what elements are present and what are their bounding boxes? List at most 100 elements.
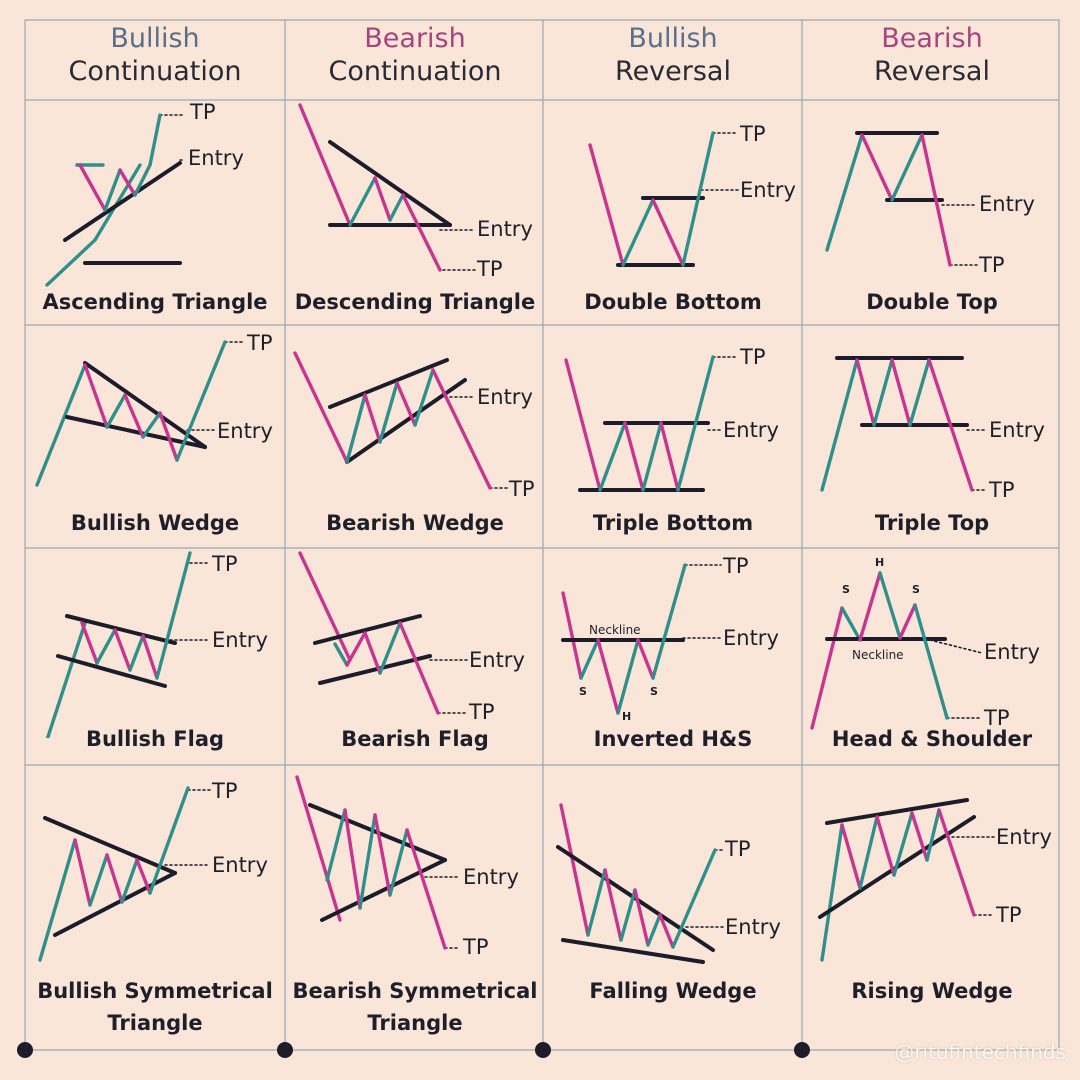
price-leg [113, 628, 132, 672]
trendline [56, 654, 167, 688]
pattern-card: TP Entry Bullish Flag [25, 548, 285, 765]
price-leg [373, 176, 392, 222]
price-leg [298, 551, 352, 662]
entry-label: Entry [996, 825, 1052, 849]
price-leg [141, 411, 162, 439]
price-leg [45, 621, 87, 738]
entry-label: Entry [212, 628, 268, 652]
price-leg [858, 571, 882, 642]
price-leg [561, 591, 583, 680]
column-header-type: Bearish [364, 23, 466, 54]
pattern-card: TP Entry Falling Wedge [543, 765, 803, 1050]
pattern-diagram [293, 351, 508, 490]
pattern-card: TP Entry Triple Bottom [543, 325, 803, 548]
price-leg [658, 913, 675, 949]
tp-label: TP [212, 552, 238, 576]
pattern-diagram [35, 340, 246, 487]
pattern-diagram [561, 563, 722, 715]
column-header: Bullish Reversal [543, 22, 803, 98]
column-header-category: Continuation [68, 56, 242, 87]
trendline [561, 938, 705, 964]
price-leg [123, 393, 145, 439]
pattern-card: TP Entry Bearish Wedge [285, 325, 545, 548]
pattern-name: Bearish Symmetrical Triangle [292, 979, 538, 1035]
shoulder-label: S [650, 685, 658, 698]
entry-label: Entry [188, 146, 244, 170]
entry-label: Entry [477, 217, 533, 241]
entry-label: Entry [725, 915, 781, 939]
target-leader [929, 639, 983, 654]
price-leg [619, 888, 637, 942]
grid-dot [17, 1042, 33, 1058]
pattern-name: Inverted H&S [593, 727, 753, 751]
price-leg [925, 808, 941, 862]
pattern-diagram [45, 113, 186, 287]
price-leg [401, 193, 442, 272]
trendline [83, 361, 207, 449]
pattern-card: TP Entry Bullish Symmetrical Triangle [25, 765, 285, 1050]
pattern-name: Double Bottom [584, 290, 762, 314]
price-leg [579, 638, 600, 680]
price-leg [45, 238, 97, 287]
trendline [825, 798, 969, 825]
entry-label: Entry [212, 853, 268, 877]
price-leg [35, 363, 87, 487]
entry-label: Entry [740, 178, 796, 202]
price-leg [175, 340, 227, 462]
price-leg [840, 606, 862, 642]
price-leg [431, 368, 492, 490]
trendline [65, 415, 207, 449]
pattern-name: Triple Bottom [592, 511, 754, 535]
pattern-card: TP Entry Descending Triangle [285, 100, 545, 325]
trendline [328, 358, 449, 409]
price-leg [120, 858, 139, 904]
pattern-diagram [38, 786, 211, 962]
price-leg [358, 813, 377, 910]
price-leg [898, 603, 917, 640]
price-leg [128, 634, 145, 672]
column-header: Bullish Continuation [25, 22, 285, 98]
pattern-name: Bearish Flag [341, 727, 489, 751]
entry-label: Entry [723, 626, 779, 650]
tp-label: TP [740, 122, 766, 146]
trendline [320, 858, 447, 922]
entry-label: Entry [989, 418, 1045, 442]
price-leg [927, 358, 974, 492]
pattern-diagram [556, 803, 724, 964]
pattern-name: Bullish Symmetrical Triangle [37, 979, 273, 1035]
price-leg [564, 358, 602, 492]
trendline [43, 816, 177, 875]
price-leg [95, 628, 117, 665]
neckline-label: Neckline [589, 623, 641, 637]
price-leg [83, 363, 109, 429]
shoulder-label: S [912, 583, 920, 596]
price-leg [908, 358, 931, 427]
tp-label: TP [463, 935, 489, 959]
pattern-diagram [45, 551, 211, 738]
price-leg [588, 143, 625, 267]
entry-label: Entry [477, 385, 533, 409]
price-leg [88, 853, 109, 907]
price-leg [858, 815, 879, 890]
pattern-name: Bearish Wedge [326, 511, 504, 535]
price-leg [38, 838, 77, 962]
tp-label: TP [723, 554, 749, 578]
price-leg [910, 811, 929, 862]
tp-label: TP [190, 100, 216, 124]
grid-dot [535, 1042, 551, 1058]
tp-label: TP [509, 477, 535, 501]
price-leg [395, 381, 417, 427]
price-leg [840, 823, 862, 890]
price-leg [345, 393, 367, 464]
price-leg [820, 823, 844, 962]
price-leg [825, 133, 864, 252]
price-leg [671, 848, 717, 949]
price-leg [298, 103, 352, 227]
price-leg [363, 393, 382, 444]
price-leg [343, 808, 362, 910]
entry-label: Entry [723, 418, 779, 442]
price-leg [405, 828, 447, 950]
trendline [63, 161, 182, 242]
price-leg [559, 803, 590, 937]
